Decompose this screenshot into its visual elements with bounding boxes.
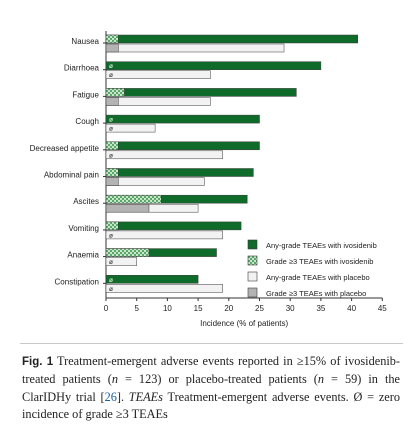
zero-marker-placebo-diarrhoea: ø bbox=[109, 72, 113, 79]
bar-placebo-any-decreased-appetite bbox=[105, 150, 223, 160]
legend-label-any-grade-teaes-with-ivosidenib: Any-grade TEAEs with ivosidenib bbox=[266, 241, 377, 250]
caption-n-variable: n bbox=[317, 372, 325, 387]
category-label-abdominal-pain: Abdominal pain bbox=[44, 171, 99, 180]
bar-ivosidenib-any-decreased-appetite bbox=[105, 141, 260, 151]
zero-marker-placebo-vomiting: ø bbox=[109, 232, 113, 239]
category-label-constipation: Constipation bbox=[55, 277, 99, 286]
caption-text-5: Treatment-emergent adverse events. Ø = z… bbox=[22, 389, 400, 421]
legend-swatch-any-grade-teaes-with-placebo bbox=[247, 271, 258, 282]
x-tick-label-25: 25 bbox=[255, 304, 264, 313]
bar-placebo-any-diarrhoea bbox=[105, 70, 211, 79]
bar-ivosidenib-grade3-decreased-appetite bbox=[105, 141, 119, 151]
bar-placebo-grade3-nausea bbox=[105, 43, 119, 53]
bar-ivosidenib-any-diarrhoea bbox=[105, 61, 322, 70]
category-label-nausea: Nausea bbox=[71, 37, 99, 46]
bar-ivosidenib-grade3-ascites bbox=[105, 194, 162, 204]
category-label-fatigue: Fatigue bbox=[72, 90, 99, 99]
bar-ivosidenib-any-constipation bbox=[105, 275, 199, 284]
legend-swatch-any-grade-teaes-with-ivosidenib bbox=[247, 239, 258, 250]
bar-placebo-grade3-fatigue bbox=[105, 97, 119, 106]
bar-placebo-any-fatigue bbox=[105, 97, 211, 106]
x-tick-label-10: 10 bbox=[163, 304, 172, 313]
caption-text-1: Treatment-emergent adverse events report… bbox=[22, 354, 400, 387]
caption-label: Fig. 1 bbox=[22, 356, 54, 368]
zero-marker-placebo-decreased-appetite: ø bbox=[109, 152, 113, 159]
caption-text-3: = 59) in the ClarIDHy trial [ bbox=[22, 372, 400, 404]
reference-link[interactable]: 26 bbox=[104, 389, 117, 404]
category-label-vomiting: Vomiting bbox=[68, 224, 99, 233]
category-label-ascites: Ascites bbox=[73, 197, 99, 206]
caption-text-4: ]. bbox=[116, 389, 129, 404]
bar-ivosidenib-any-nausea bbox=[105, 34, 358, 44]
caption-divider bbox=[20, 343, 403, 344]
category-label-diarrhoea: Diarrhoea bbox=[64, 64, 100, 73]
x-axis-title: Incidence (% of patients) bbox=[200, 319, 288, 328]
legend-label-grade-3-teaes-with-placebo: Grade ≥3 TEAEs with placebo bbox=[266, 289, 366, 298]
bar-placebo-any-cough bbox=[105, 123, 156, 133]
x-tick-label-35: 35 bbox=[316, 304, 325, 313]
x-tick-label-40: 40 bbox=[347, 304, 356, 313]
caption-n-variable: n bbox=[111, 372, 118, 387]
legend-label-grade-3-teaes-with-ivosidenib: Grade ≥3 TEAEs with ivosidenib bbox=[266, 257, 373, 266]
caption-abbreviation: TEAEs bbox=[128, 389, 163, 404]
x-tick-label-30: 30 bbox=[286, 304, 295, 313]
bar-ivosidenib-grade3-fatigue bbox=[105, 88, 125, 97]
bar-ivosidenib-any-abdominal-pain bbox=[105, 168, 254, 177]
bar-placebo-any-constipation bbox=[105, 284, 223, 293]
x-tick-label-45: 45 bbox=[378, 304, 387, 313]
legend-label-any-grade-teaes-with-placebo: Any-grade TEAEs with placebo bbox=[266, 273, 370, 282]
bar-ivosidenib-grade3-vomiting bbox=[105, 221, 119, 231]
zero-marker-ivosidenib-constipation: ø bbox=[109, 277, 113, 284]
bar-placebo-any-vomiting bbox=[105, 230, 223, 240]
legend-swatch-grade-3-teaes-with-ivosidenib bbox=[247, 255, 258, 266]
category-label-decreased-appetite: Decreased appetite bbox=[30, 144, 100, 153]
x-tick-label-0: 0 bbox=[104, 304, 109, 313]
x-tick-label-20: 20 bbox=[224, 304, 233, 313]
bar-ivosidenib-grade3-nausea bbox=[105, 34, 119, 44]
bar-placebo-any-abdominal-pain bbox=[105, 177, 205, 186]
category-label-anaemia: Anaemia bbox=[67, 251, 99, 260]
x-tick-label-15: 15 bbox=[194, 304, 203, 313]
bar-ivosidenib-grade3-anaemia bbox=[105, 248, 150, 257]
caption-text-2: = 123) or placebo-treated patients ( bbox=[117, 372, 318, 387]
figure-caption: Fig. 1 Treatment-emergent adverse events… bbox=[22, 353, 400, 423]
bar-ivosidenib-grade3-abdominal-pain bbox=[105, 168, 119, 177]
legend-swatch-grade-3-teaes-with-placebo bbox=[247, 287, 258, 298]
bar-placebo-grade3-abdominal-pain bbox=[105, 177, 119, 186]
zero-marker-placebo-anaemia: ø bbox=[109, 259, 113, 266]
bar-placebo-any-nausea bbox=[105, 43, 285, 53]
zero-marker-ivosidenib-diarrhoea: ø bbox=[109, 63, 113, 70]
zero-marker-placebo-cough: ø bbox=[109, 126, 113, 133]
bar-ivosidenib-any-vomiting bbox=[105, 221, 242, 231]
zero-marker-ivosidenib-cough: ø bbox=[109, 117, 113, 124]
chart: Nausea Diarrhoea ø ø Fatigue Cough ø ø Decreased… bbox=[30, 31, 387, 328]
bar-ivosidenib-any-fatigue bbox=[105, 88, 297, 97]
bar-ivosidenib-any-cough bbox=[105, 114, 260, 124]
bar-placebo-any-anaemia bbox=[105, 257, 137, 266]
category-label-cough: Cough bbox=[75, 117, 99, 126]
x-tick-label-5: 5 bbox=[134, 304, 139, 313]
zero-marker-placebo-constipation: ø bbox=[109, 286, 113, 293]
bar-placebo-grade3-ascites bbox=[105, 203, 150, 213]
